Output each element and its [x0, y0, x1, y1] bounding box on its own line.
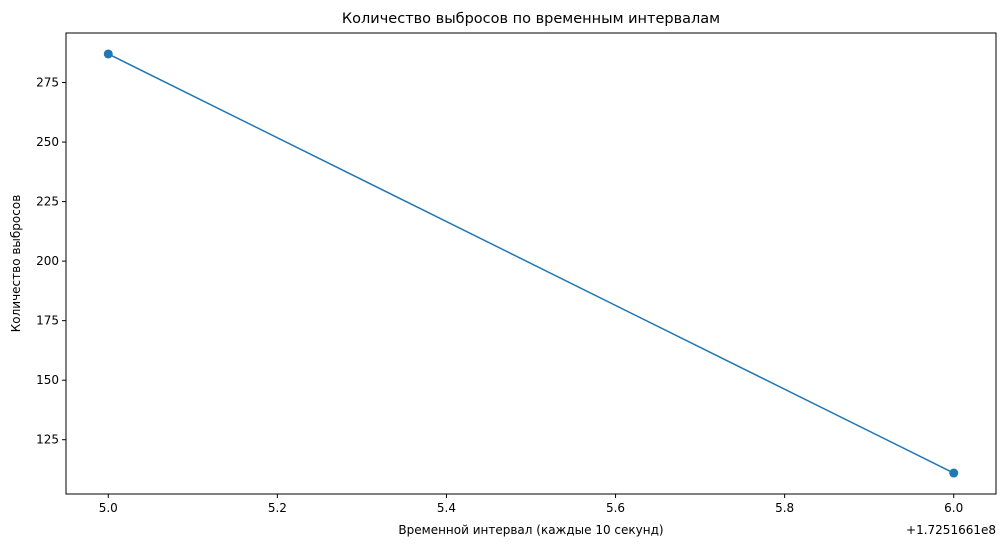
data-point: [949, 468, 959, 478]
x-tick-label: 5.0: [99, 501, 118, 515]
x-tick-label: 5.6: [606, 501, 625, 515]
x-tick-label: 6.0: [944, 501, 963, 515]
y-tick-label: 275: [36, 76, 59, 90]
y-tick-label: 200: [36, 254, 59, 268]
series-line: [107, 53, 955, 474]
y-tick-label: 225: [36, 195, 59, 209]
x-tick-label: 5.4: [437, 501, 456, 515]
plot-frame: [65, 32, 997, 495]
x-tick-label: 5.8: [775, 501, 794, 515]
x-axis: 5.0 5.2 5.4 5.6 5.8 6.0: [99, 494, 963, 515]
x-axis-label: Временной интервал (каждые 10 секунд): [398, 523, 663, 537]
y-tick-label: 150: [36, 373, 59, 387]
plot-area: [103, 49, 959, 478]
x-axis-offset-label: +1.7251661e8: [906, 523, 996, 537]
y-tick-label: 250: [36, 135, 59, 149]
y-axis-label: Количество выбросов: [9, 195, 23, 333]
y-axis: 125 150 175 200 225 250 275: [36, 76, 66, 447]
y-tick-label: 125: [36, 433, 59, 447]
data-point: [103, 49, 113, 59]
y-tick-label: 175: [36, 314, 59, 328]
chart-title: Количество выбросов по временным интерва…: [342, 11, 720, 27]
x-tick-label: 5.2: [268, 501, 287, 515]
